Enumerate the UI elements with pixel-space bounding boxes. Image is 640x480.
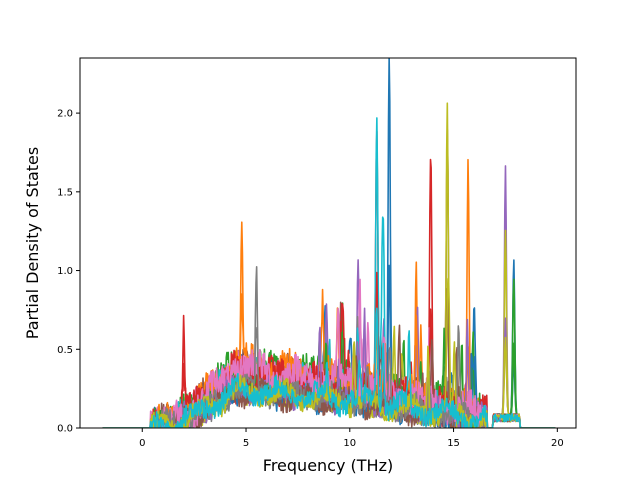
x-tick-label: 5 <box>243 438 249 449</box>
y-axis: 0.0 0.5 1.0 1.5 2.0 <box>57 109 80 435</box>
pdos-series-line <box>102 307 556 428</box>
plot-frame <box>79 57 577 429</box>
x-axis-label: Frequency (THz) <box>263 456 393 475</box>
y-tick-label: 1.0 <box>57 266 73 277</box>
y-axis-label: Partial Density of States <box>23 147 42 339</box>
y-tick-label: 0.0 <box>57 424 73 435</box>
y-tick-label: 1.5 <box>57 187 73 198</box>
x-tick-label: 20 <box>551 438 564 449</box>
y-tick-label: 2.0 <box>57 109 73 120</box>
x-tick-label: 15 <box>447 438 460 449</box>
pdos-series-line <box>102 307 556 428</box>
y-tick-label: 0.5 <box>57 345 73 356</box>
x-axis: 0 5 10 15 20 <box>139 428 564 449</box>
x-tick-label: 10 <box>343 438 356 449</box>
x-tick-label: 0 <box>139 438 145 449</box>
series-layer <box>102 58 556 428</box>
